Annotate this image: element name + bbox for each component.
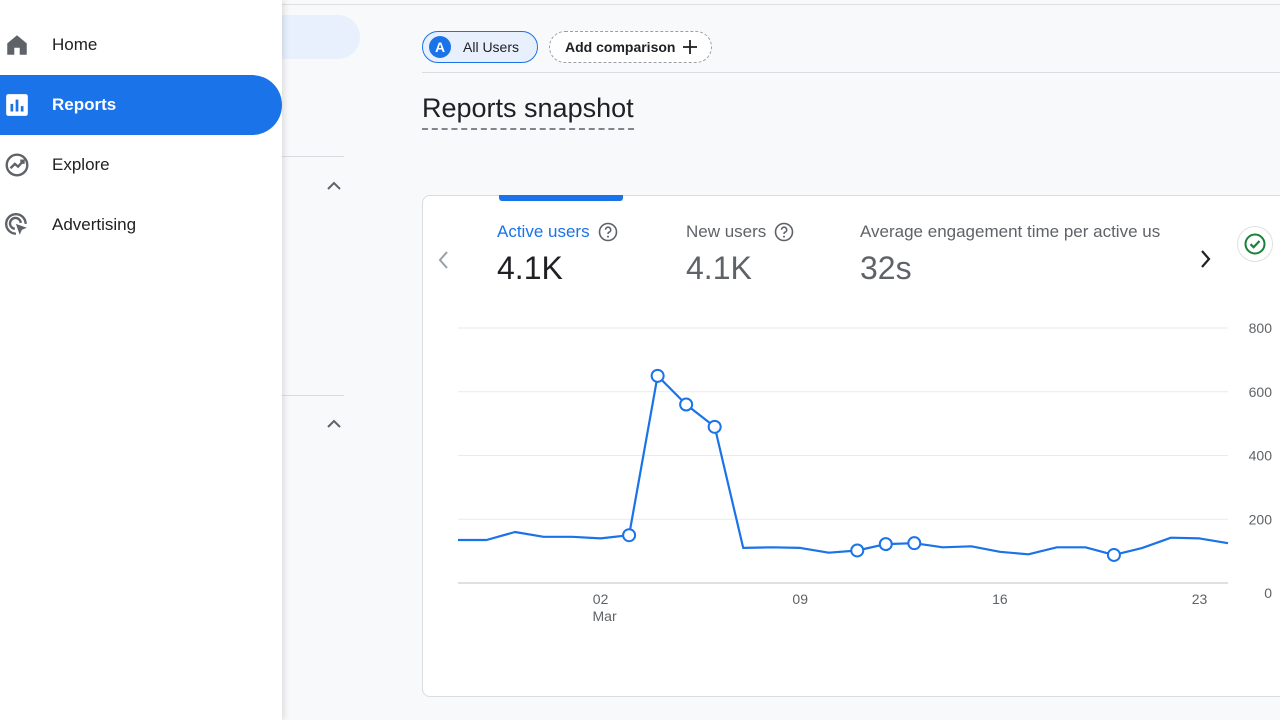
divider [282, 395, 344, 396]
segment-label: All Users [463, 39, 520, 55]
y-tick-label: 0 [1264, 585, 1272, 601]
nav-item-label: Reports [52, 95, 117, 114]
nav-item-advertising[interactable]: Advertising [0, 195, 282, 255]
metric-label: Active users [497, 222, 590, 241]
data-point [878, 537, 893, 552]
data-quality-badge[interactable] [1237, 226, 1273, 262]
metric-active-users[interactable]: Active users 4.1K [497, 222, 618, 287]
segment-avatar: A [429, 36, 451, 58]
chevron-up-icon[interactable] [325, 180, 343, 192]
x-tick-label: 02 [593, 591, 609, 607]
metrics-card [422, 195, 1280, 697]
y-tick-label: 200 [1249, 511, 1273, 527]
add-comparison-label: Add comparison [565, 39, 676, 55]
data-point [850, 543, 865, 558]
segment-chip-all-users[interactable]: A All Users [422, 31, 538, 63]
data-point [650, 368, 665, 383]
data-point [707, 419, 722, 434]
x-tick-label: 09 [792, 591, 808, 607]
x-tick-sublabel: Mar [593, 608, 617, 624]
top-divider [282, 4, 1280, 5]
y-tick-label: 600 [1249, 384, 1273, 400]
metric-value: 4.1K [497, 250, 563, 286]
left-nav: Home Reports Explore Advertising [0, 0, 282, 720]
check-circle-icon [1244, 233, 1266, 255]
metric-label: New users [686, 222, 767, 241]
metric-value: 32s [860, 250, 912, 286]
selected-metric-indicator [499, 195, 623, 201]
help-icon[interactable] [598, 222, 618, 242]
divider [282, 156, 344, 157]
home-icon [7, 35, 27, 55]
page-title[interactable]: Reports snapshot [422, 92, 634, 130]
reports-icon [6, 94, 28, 116]
metric-label: Average engagement time per active us [860, 222, 1161, 241]
chevron-left-icon[interactable] [437, 250, 451, 270]
y-tick-label: 800 [1249, 320, 1273, 336]
add-comparison-button[interactable]: Add comparison [549, 31, 712, 63]
nav-item-label: Advertising [52, 215, 137, 234]
data-point [622, 528, 637, 543]
chevron-up-icon[interactable] [325, 418, 343, 430]
metric-value: 4.1K [686, 250, 752, 286]
data-point [679, 397, 694, 412]
help-icon[interactable] [774, 222, 794, 242]
plus-icon [683, 40, 698, 54]
nav-item-label: Explore [52, 155, 110, 174]
x-tick-label: 23 [1192, 591, 1208, 607]
chevron-right-icon[interactable] [1198, 249, 1212, 269]
data-point [907, 536, 922, 551]
advertising-icon [4, 212, 27, 235]
metric-new-users[interactable]: New users 4.1K [686, 222, 794, 287]
header-divider [422, 72, 1280, 73]
y-tick-label: 400 [1249, 448, 1273, 464]
nav-item-home[interactable]: Home [0, 15, 282, 75]
nav-item-reports[interactable]: Reports [0, 75, 282, 135]
metric-avg-engagement-time[interactable]: Average engagement time per active us 32… [860, 222, 1184, 287]
series-line [458, 374, 1229, 556]
explore-icon [5, 153, 29, 177]
nav-item-explore[interactable]: Explore [0, 135, 282, 195]
selected-subnav-item[interactable] [282, 15, 360, 59]
data-point [1106, 547, 1121, 562]
x-tick-label: 16 [992, 591, 1008, 607]
nav-item-label: Home [52, 35, 98, 54]
